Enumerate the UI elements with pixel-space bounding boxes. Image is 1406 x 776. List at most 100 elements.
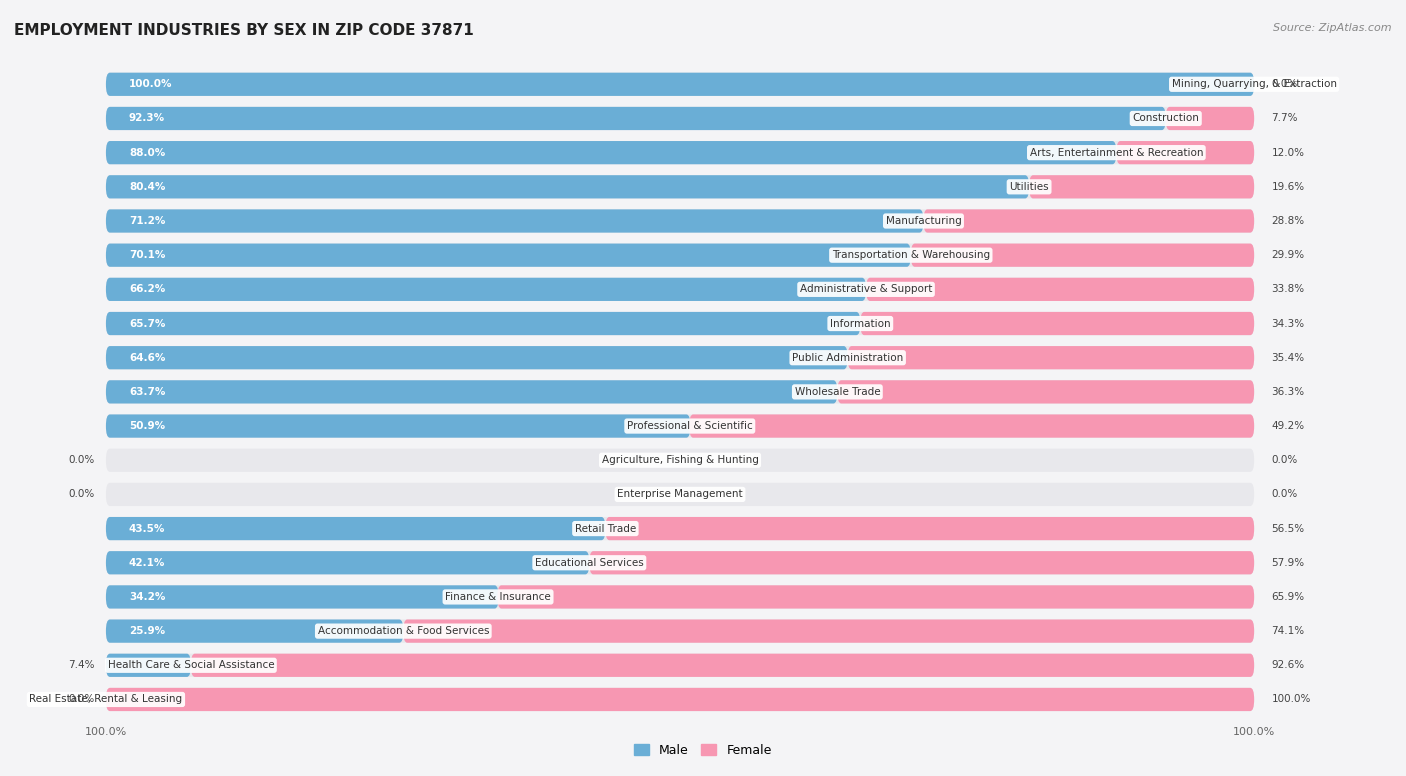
FancyBboxPatch shape	[105, 551, 1254, 574]
Text: Mining, Quarrying, & Extraction: Mining, Quarrying, & Extraction	[1171, 79, 1337, 89]
Text: Finance & Insurance: Finance & Insurance	[446, 592, 551, 602]
Text: EMPLOYMENT INDUSTRIES BY SEX IN ZIP CODE 37871: EMPLOYMENT INDUSTRIES BY SEX IN ZIP CODE…	[14, 23, 474, 38]
Text: 0.0%: 0.0%	[67, 695, 94, 705]
Text: 25.9%: 25.9%	[129, 626, 165, 636]
Text: 28.8%: 28.8%	[1271, 216, 1305, 226]
FancyBboxPatch shape	[105, 73, 1254, 96]
Text: 50.9%: 50.9%	[129, 421, 165, 431]
Text: 74.1%: 74.1%	[1271, 626, 1305, 636]
FancyBboxPatch shape	[1166, 107, 1254, 130]
Text: 0.0%: 0.0%	[67, 456, 94, 466]
Text: 29.9%: 29.9%	[1271, 250, 1305, 260]
Text: 70.1%: 70.1%	[129, 250, 166, 260]
FancyBboxPatch shape	[105, 688, 1254, 711]
Text: Arts, Entertainment & Recreation: Arts, Entertainment & Recreation	[1029, 147, 1204, 158]
FancyBboxPatch shape	[191, 653, 1254, 677]
FancyBboxPatch shape	[105, 585, 499, 608]
FancyBboxPatch shape	[606, 517, 1254, 540]
FancyBboxPatch shape	[105, 210, 1254, 233]
FancyBboxPatch shape	[105, 346, 848, 369]
FancyBboxPatch shape	[105, 312, 860, 335]
FancyBboxPatch shape	[860, 312, 1254, 335]
Text: 57.9%: 57.9%	[1271, 558, 1305, 568]
Text: Retail Trade: Retail Trade	[575, 524, 636, 534]
Text: Agriculture, Fishing & Hunting: Agriculture, Fishing & Hunting	[602, 456, 758, 466]
Text: 0.0%: 0.0%	[67, 490, 94, 500]
FancyBboxPatch shape	[105, 210, 924, 233]
Text: 0.0%: 0.0%	[1271, 79, 1298, 89]
FancyBboxPatch shape	[589, 551, 1254, 574]
FancyBboxPatch shape	[105, 175, 1029, 199]
FancyBboxPatch shape	[838, 380, 1254, 404]
FancyBboxPatch shape	[105, 483, 1254, 506]
Text: Information: Information	[830, 318, 890, 328]
Text: Utilities: Utilities	[1010, 182, 1049, 192]
FancyBboxPatch shape	[105, 175, 1254, 199]
Text: 33.8%: 33.8%	[1271, 284, 1305, 294]
Text: Construction: Construction	[1132, 113, 1199, 123]
Text: 65.9%: 65.9%	[1271, 592, 1305, 602]
Text: Educational Services: Educational Services	[534, 558, 644, 568]
Text: Source: ZipAtlas.com: Source: ZipAtlas.com	[1274, 23, 1392, 33]
Text: Public Administration: Public Administration	[792, 353, 903, 362]
Text: Manufacturing: Manufacturing	[886, 216, 962, 226]
FancyBboxPatch shape	[105, 380, 838, 404]
FancyBboxPatch shape	[848, 346, 1254, 369]
FancyBboxPatch shape	[105, 107, 1254, 130]
Text: 0.0%: 0.0%	[1271, 456, 1298, 466]
FancyBboxPatch shape	[105, 414, 690, 438]
Text: 49.2%: 49.2%	[1271, 421, 1305, 431]
Text: 64.6%: 64.6%	[129, 353, 166, 362]
FancyBboxPatch shape	[105, 585, 1254, 608]
FancyBboxPatch shape	[105, 517, 1254, 540]
Text: 71.2%: 71.2%	[129, 216, 166, 226]
Text: 19.6%: 19.6%	[1271, 182, 1305, 192]
Text: 35.4%: 35.4%	[1271, 353, 1305, 362]
FancyBboxPatch shape	[105, 653, 1254, 677]
FancyBboxPatch shape	[105, 244, 1254, 267]
FancyBboxPatch shape	[105, 278, 1254, 301]
FancyBboxPatch shape	[105, 141, 1116, 165]
Text: Professional & Scientific: Professional & Scientific	[627, 421, 752, 431]
Text: Real Estate, Rental & Leasing: Real Estate, Rental & Leasing	[30, 695, 183, 705]
FancyBboxPatch shape	[911, 244, 1254, 267]
FancyBboxPatch shape	[105, 107, 1166, 130]
Text: Health Care & Social Assistance: Health Care & Social Assistance	[108, 660, 274, 670]
FancyBboxPatch shape	[105, 244, 911, 267]
Text: 63.7%: 63.7%	[129, 387, 166, 397]
Text: 0.0%: 0.0%	[1271, 490, 1298, 500]
Text: 7.4%: 7.4%	[67, 660, 94, 670]
Text: 80.4%: 80.4%	[129, 182, 166, 192]
FancyBboxPatch shape	[105, 619, 404, 643]
FancyBboxPatch shape	[105, 517, 606, 540]
FancyBboxPatch shape	[105, 141, 1254, 165]
Text: 43.5%: 43.5%	[129, 524, 166, 534]
Text: 34.2%: 34.2%	[129, 592, 166, 602]
FancyBboxPatch shape	[404, 619, 1254, 643]
FancyBboxPatch shape	[1029, 175, 1254, 199]
Legend: Male, Female: Male, Female	[630, 739, 776, 761]
FancyBboxPatch shape	[105, 619, 1254, 643]
Text: 100.0%: 100.0%	[129, 79, 173, 89]
Text: 66.2%: 66.2%	[129, 284, 165, 294]
Text: Administrative & Support: Administrative & Support	[800, 284, 932, 294]
Text: Accommodation & Food Services: Accommodation & Food Services	[318, 626, 489, 636]
Text: 7.7%: 7.7%	[1271, 113, 1298, 123]
Text: 92.3%: 92.3%	[129, 113, 165, 123]
FancyBboxPatch shape	[924, 210, 1254, 233]
Text: 65.7%: 65.7%	[129, 318, 166, 328]
FancyBboxPatch shape	[1116, 141, 1254, 165]
FancyBboxPatch shape	[105, 278, 866, 301]
Text: 56.5%: 56.5%	[1271, 524, 1305, 534]
Text: 92.6%: 92.6%	[1271, 660, 1305, 670]
FancyBboxPatch shape	[105, 449, 1254, 472]
FancyBboxPatch shape	[689, 414, 1254, 438]
Text: 12.0%: 12.0%	[1271, 147, 1305, 158]
Text: 36.3%: 36.3%	[1271, 387, 1305, 397]
FancyBboxPatch shape	[498, 585, 1254, 608]
Text: 42.1%: 42.1%	[129, 558, 166, 568]
FancyBboxPatch shape	[105, 346, 1254, 369]
FancyBboxPatch shape	[105, 688, 1254, 711]
FancyBboxPatch shape	[105, 653, 191, 677]
FancyBboxPatch shape	[105, 380, 1254, 404]
